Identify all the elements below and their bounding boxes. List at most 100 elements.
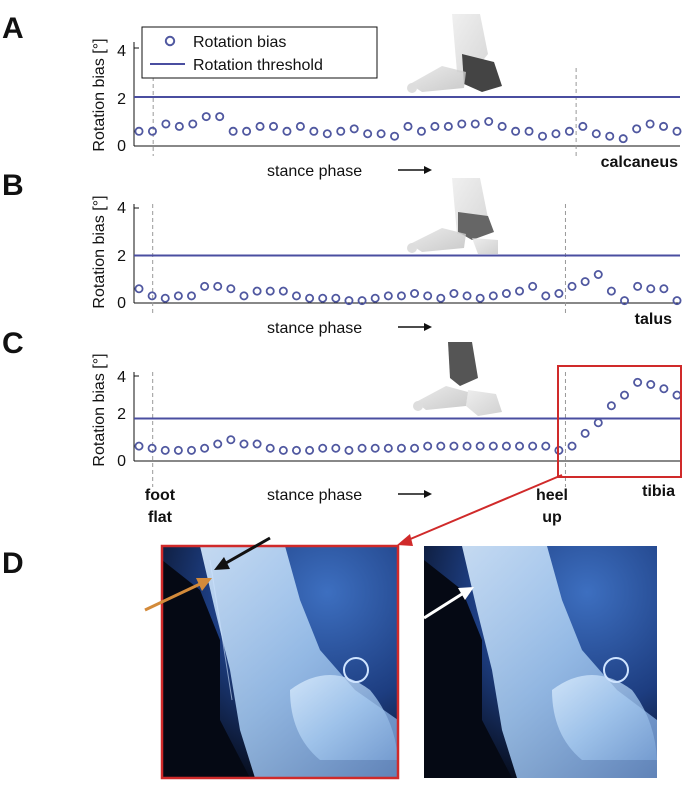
black-arrow-icon: [214, 536, 271, 570]
data-point: [541, 441, 551, 451]
stance-label-c: stance phase: [267, 487, 432, 504]
data-point: [349, 124, 359, 134]
data-point: [242, 126, 252, 136]
data-point: [318, 443, 328, 453]
data-point: [268, 121, 278, 131]
data-point: [554, 288, 564, 298]
data-point: [501, 288, 511, 298]
data-point: [134, 126, 144, 136]
data-point: [161, 119, 171, 129]
data-point: [370, 443, 380, 453]
data-point: [309, 126, 319, 136]
foot-bones-illustration-b: [407, 178, 498, 254]
bone-label-talus: talus: [635, 311, 672, 328]
data-point: [173, 291, 183, 301]
y-tick-label: 2: [117, 406, 126, 423]
data-point: [252, 286, 262, 296]
data-point: [370, 293, 380, 303]
data-point: [436, 293, 446, 303]
data-point: [423, 291, 433, 301]
data-point: [318, 293, 328, 303]
data-point: [265, 286, 275, 296]
data-point: [213, 439, 223, 449]
y-tick-label: 0: [117, 453, 126, 470]
legend-marker-icon: [164, 35, 176, 47]
data-point: [646, 284, 656, 294]
data-point: [322, 129, 332, 139]
data-point: [436, 441, 446, 451]
data-point: [593, 418, 603, 428]
data-point: [593, 269, 603, 279]
data-point: [528, 441, 538, 451]
heel-up-label-1: heel: [536, 487, 568, 504]
plot-area-a: [133, 42, 682, 156]
data-point: [344, 445, 354, 455]
stance-phase-text: stance phase: [267, 320, 362, 337]
data-point: [201, 112, 211, 122]
data-point: [160, 445, 170, 455]
data-point: [578, 121, 588, 131]
data-point: [188, 119, 198, 129]
data-point: [567, 441, 577, 451]
y-ticks-b: 0 2 4: [117, 200, 126, 312]
data-point: [470, 119, 480, 129]
data-point: [484, 117, 494, 127]
data-point: [646, 379, 656, 389]
y-tick-label: 0: [117, 138, 126, 155]
xray-left-frame: [160, 544, 400, 780]
bone-label-calcaneus: calcaneus: [601, 154, 678, 171]
data-point: [376, 129, 386, 139]
data-point: [363, 129, 373, 139]
data-point: [515, 286, 525, 296]
data-point: [430, 121, 440, 131]
y-tick-label: 0: [117, 295, 126, 312]
data-point: [488, 291, 498, 301]
data-point: [672, 296, 682, 306]
data-point: [226, 435, 236, 445]
legend-box: [141, 26, 378, 79]
panel-letter-a: A: [2, 12, 24, 45]
data-point: [423, 441, 433, 451]
data-point: [252, 439, 262, 449]
legend: Rotation bias Rotation threshold: [141, 26, 378, 79]
data-point: [226, 284, 236, 294]
data-point: [633, 281, 643, 291]
y-ticks-a: 0 2 4: [117, 43, 126, 155]
legend-label-threshold: Rotation threshold: [193, 57, 323, 74]
highlight-box-tibia: [557, 365, 682, 478]
data-point: [239, 291, 249, 301]
data-point: [357, 443, 367, 453]
data-point: [174, 121, 184, 131]
data-point: [538, 131, 548, 141]
data-point: [488, 441, 498, 451]
stance-label-b: stance phase: [267, 320, 432, 337]
data-point: [511, 126, 521, 136]
data-point: [618, 134, 628, 144]
data-point: [134, 284, 144, 294]
data-point: [200, 443, 210, 453]
data-point: [449, 288, 459, 298]
foot-flat-label-1: foot: [145, 487, 176, 504]
data-point: [672, 126, 682, 136]
data-point: [632, 124, 642, 134]
data-point: [501, 441, 511, 451]
plot-area-c: [133, 372, 682, 487]
connector-arrow: [397, 474, 563, 546]
data-point: [659, 121, 669, 131]
data-point: [228, 126, 238, 136]
data-point: [462, 291, 472, 301]
white-arrow-icon: [423, 587, 474, 620]
panel-letter-d: D: [2, 547, 24, 580]
data-point: [291, 291, 301, 301]
data-point: [134, 441, 144, 451]
data-point: [591, 129, 601, 139]
y-ticks-c: 0 2 4: [117, 369, 126, 470]
data-point: [403, 121, 413, 131]
data-point: [462, 441, 472, 451]
data-point: [278, 445, 288, 455]
data-point: [305, 445, 315, 455]
data-point: [331, 443, 341, 453]
data-point: [255, 121, 265, 131]
data-point: [633, 377, 643, 387]
plot-area-b: [133, 204, 682, 313]
